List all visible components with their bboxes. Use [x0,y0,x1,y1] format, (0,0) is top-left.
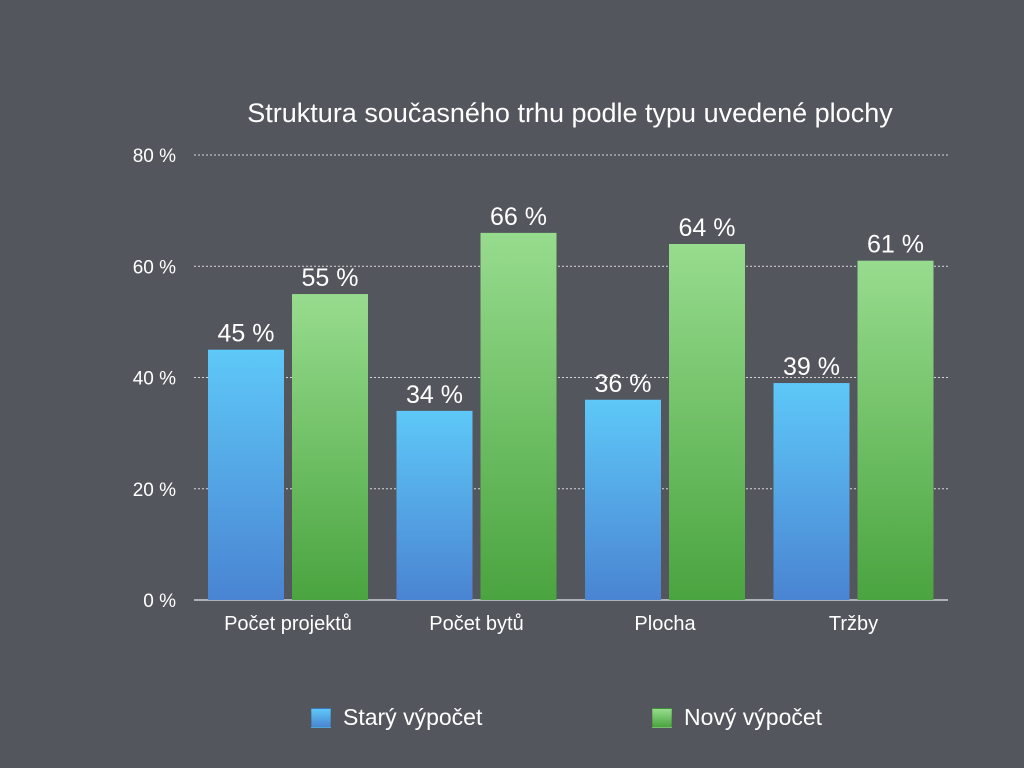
bar [773,383,850,600]
x-tick-label: Tržby [829,613,878,635]
data-label: 34 % [406,381,463,409]
data-label: 45 % [218,320,275,348]
bar [669,244,745,600]
y-tick-label: 80 % [133,146,176,167]
chart-title: Struktura současného trhu podle typu uve… [247,98,893,128]
y-tick-label: 0 % [143,591,176,612]
legend-swatch-blue [311,707,331,728]
y-tick-label: 60 % [133,257,176,278]
data-label: 66 % [490,203,547,231]
data-label: 61 % [867,231,924,259]
legend-item-stary: Starý výpočet [311,704,482,731]
y-tick-label: 40 % [133,369,176,390]
legend: Starý výpočet Nový výpočet [0,704,1024,734]
data-label: 36 % [595,370,652,398]
legend-swatch-green [652,707,672,728]
x-tick-label: Počet bytů [429,613,524,635]
x-tick-label: Plocha [634,613,696,635]
data-label: 39 % [783,353,840,381]
bar [585,399,661,600]
x-tick-label: Počet projektů [224,613,352,635]
bar [396,410,473,600]
bar [480,232,557,600]
bar [208,349,284,600]
legend-item-novy: Nový výpočet [652,704,822,731]
bar [292,294,368,600]
y-tick-label: 20 % [133,480,176,501]
legend-label: Starý výpočet [343,704,483,730]
data-label: 64 % [679,214,736,242]
bar [857,260,934,600]
data-label: 55 % [302,264,359,292]
legend-label: Nový výpočet [684,704,823,730]
